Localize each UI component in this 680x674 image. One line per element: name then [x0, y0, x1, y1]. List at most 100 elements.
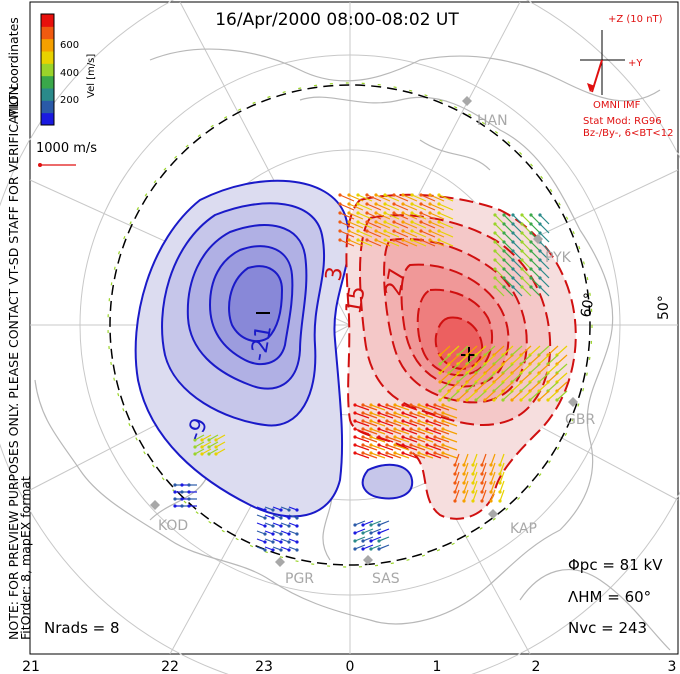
velocity-vector [439, 372, 451, 383]
velocity-vector [530, 277, 541, 288]
velocity-vector-origin [214, 438, 218, 442]
velocity-vector [499, 480, 505, 493]
velocity-vector [439, 381, 451, 392]
velocity-vector-origin [493, 213, 497, 217]
velocity-vector [493, 363, 505, 374]
velocity-vector-origin [392, 193, 396, 197]
velocity-vector [410, 404, 426, 411]
velocity-vector [370, 404, 386, 411]
velocity-vector [529, 354, 541, 365]
velocity-vector-origin [433, 419, 437, 423]
velocity-vector-origin [419, 211, 423, 215]
velocity-vector-origin [361, 403, 365, 407]
velocity-vector [512, 286, 523, 297]
station-kap: KAP [510, 521, 537, 537]
velocity-vector-origin [437, 202, 441, 206]
velocity-vector [370, 528, 382, 534]
velocity-vector-origin [438, 380, 442, 384]
velocity-vector-origin [279, 524, 283, 528]
velocity-vector [215, 434, 226, 441]
velocity-vector [521, 259, 532, 270]
velocity-vector [511, 363, 523, 374]
velocity-vector-origin [369, 547, 373, 551]
velocity-vector-origin [489, 499, 493, 503]
velocity-vector-origin [200, 452, 204, 456]
velocity-vector [457, 390, 469, 401]
velocity-vector-origin [353, 403, 357, 407]
velocity-vector-origin [187, 497, 191, 501]
station-han: HAN [477, 113, 508, 129]
velocity-vector-origin [520, 240, 524, 244]
velocity-vector [410, 444, 426, 451]
lat-label-50: 50° [656, 295, 672, 320]
velocity-vector-origin [369, 451, 373, 455]
velocity-vector-origin [441, 403, 445, 407]
velocity-vector-origin [361, 443, 365, 447]
velocity-vector [457, 363, 469, 374]
velocity-vector-origin [338, 220, 342, 224]
velocity-vector-origin [511, 231, 515, 235]
velocity-vector-origin [393, 427, 397, 431]
velocity-vector [429, 194, 445, 202]
velocity-vector [394, 404, 410, 411]
velocity-vector [357, 203, 373, 211]
velocity-vector [384, 212, 400, 220]
velocity-vector-origin [520, 231, 524, 235]
vector-count: Nvc = 243 [568, 619, 647, 637]
velocity-vector-origin [511, 222, 515, 226]
velocity-vector-origin [347, 229, 351, 233]
fit-statistics: Φpc = 81 kV ΛHM = 60° Nvc = 243 Nrads = … [44, 556, 663, 637]
velocity-vector [502, 381, 514, 392]
velocity-vector [339, 203, 355, 211]
colorbar-band [41, 38, 54, 52]
velocity-vector [402, 428, 418, 435]
velocity-vector-origin [361, 547, 365, 551]
velocity-vector [556, 390, 568, 401]
velocity-vector [393, 239, 409, 247]
velocity-vector-origin [428, 229, 432, 233]
velocity-vector-origin [471, 499, 475, 503]
velocity-vector-origin [433, 427, 437, 431]
velocity-vector [463, 480, 469, 493]
velocity-vector [402, 230, 418, 238]
velocity-vector [547, 363, 559, 374]
velocity-vector [520, 345, 532, 356]
velocity-vector-origin [173, 497, 177, 501]
velocity-vector [378, 420, 394, 427]
velocity-vector [457, 372, 469, 383]
velocity-vector [370, 544, 382, 550]
velocity-vector [539, 277, 550, 288]
imf-clock [580, 30, 625, 95]
velocity-vector [418, 436, 434, 443]
velocity-vector-origin [489, 481, 493, 485]
velocity-vector [378, 452, 394, 459]
velocity-vector [530, 250, 541, 261]
hm-boundary [109, 84, 591, 566]
velocity-vector [466, 390, 478, 401]
velocity-vector [448, 390, 460, 401]
velocity-vector-origin [383, 211, 387, 215]
velocity-vector [354, 452, 370, 459]
velocity-vector [370, 536, 382, 542]
velocity-vector-origin [438, 389, 442, 393]
velocity-vector [539, 241, 550, 252]
velocity-vector [512, 241, 523, 252]
station-pyk: PYK [545, 250, 572, 266]
mlt-axis: 21 22 23 0 1 2 3 [22, 659, 676, 674]
velocity-vector-origin [401, 193, 405, 197]
velocity-vector-origin [401, 220, 405, 224]
velocity-vector-origin [385, 435, 389, 439]
velocity-vector [556, 345, 568, 356]
velocity-vector-origin [365, 202, 369, 206]
velocity-vector [529, 372, 541, 383]
velocity-vector [418, 412, 434, 419]
imf-model-label: Stat Mod: RG96 [583, 116, 662, 127]
velocity-vector-origin [353, 451, 357, 455]
velocity-vector-origin [409, 427, 413, 431]
velocity-vector-origin [453, 499, 457, 503]
velocity-vector-origin [392, 220, 396, 224]
velocity-vector [354, 404, 370, 411]
velocity-vector-origin [279, 508, 283, 512]
velocity-vector [362, 536, 374, 542]
velocity-vector [484, 381, 496, 392]
